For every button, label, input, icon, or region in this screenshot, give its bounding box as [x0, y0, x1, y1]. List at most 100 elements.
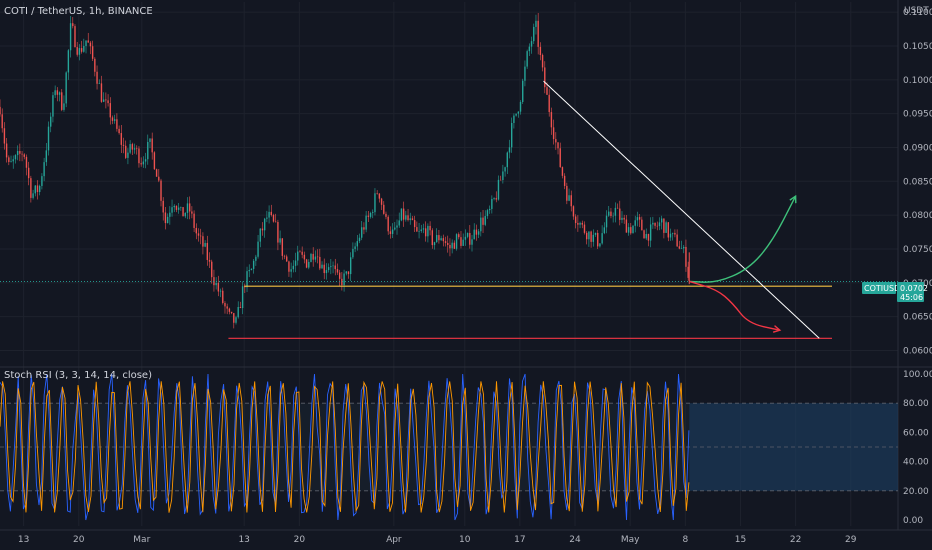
candle-body [590, 231, 592, 242]
candle-body [140, 163, 142, 165]
candle-body [352, 248, 354, 258]
candle-body [407, 215, 409, 221]
bullish-arrow [689, 195, 797, 283]
candle-body [614, 207, 617, 216]
candle-body [129, 144, 131, 153]
candle-body [524, 66, 526, 81]
price-tick-label: 0.0600 [903, 346, 932, 356]
candle-body [676, 234, 678, 247]
candle-body [643, 230, 645, 239]
candle-body [175, 205, 178, 210]
candle-body [634, 220, 636, 226]
price-tick-label: 0.0650 [903, 313, 932, 323]
candles [0, 13, 690, 329]
candle-body [219, 290, 222, 292]
candle-body [164, 212, 167, 224]
time-tick-label: 17 [514, 535, 525, 545]
candle-body [1, 114, 3, 129]
candle-body [458, 234, 460, 238]
candle-body [473, 229, 475, 240]
candle-body [647, 234, 650, 241]
candle-body [444, 241, 447, 243]
candle-body [363, 227, 365, 230]
candle-body [632, 225, 634, 234]
candle-body [416, 227, 418, 232]
time-tick-label: 8 [682, 535, 688, 545]
price-tick-label: 0.0900 [903, 143, 932, 153]
candle-body [552, 127, 555, 140]
candle-body [58, 92, 61, 95]
bearish-arrow [689, 280, 780, 331]
candle-body [54, 90, 56, 96]
candle-body [10, 161, 12, 163]
candle-body [466, 233, 469, 237]
candle-body [422, 228, 425, 230]
time-tick-label: 22 [790, 535, 801, 545]
candle-body [230, 311, 233, 314]
candle-body [85, 40, 87, 46]
candle-body [222, 290, 224, 304]
candle-body [652, 222, 654, 225]
candle-body [544, 67, 546, 88]
candle-body [453, 242, 456, 249]
candle-body [603, 227, 606, 234]
candle-body [563, 175, 566, 186]
candle-body [669, 233, 672, 238]
stoch-rsi-pane [0, 373, 898, 521]
candle-body [594, 232, 597, 235]
price-axis[interactable]: 0.1100 0.1050 0.1000 0.0950 0.0900 0.0850 0.08… [903, 8, 932, 526]
candle-body [641, 219, 643, 231]
candle-body [451, 242, 453, 249]
time-tick-label: Apr [386, 535, 402, 545]
candle-body [674, 232, 676, 235]
candle-body [23, 154, 25, 157]
time-axis[interactable]: 13 20 Mar 13 20 Apr 10 17 24 May 8 15 22 29 [18, 535, 857, 545]
candle-body [72, 23, 74, 27]
candle-body [147, 141, 149, 160]
candle-body [305, 259, 308, 268]
candle-body [502, 171, 504, 181]
candle-body [186, 203, 189, 213]
candle-body [427, 225, 429, 237]
candle-body [343, 273, 345, 286]
candle-body [345, 271, 347, 274]
time-tick-label: Mar [133, 535, 150, 545]
candle-body [546, 87, 548, 95]
candle-body [69, 23, 72, 51]
candle-body [188, 203, 191, 212]
candle-body [365, 215, 367, 230]
candle-body [623, 217, 625, 220]
countdown-label: 45:06 [900, 293, 923, 302]
candle-body [224, 303, 226, 307]
candle-body [47, 126, 50, 151]
candle-body [169, 212, 171, 217]
candle-body [585, 232, 588, 240]
candle-body [433, 242, 436, 246]
stoch-tick-label: 80.00 [903, 399, 929, 409]
candle-body [299, 251, 301, 253]
candle-body [460, 237, 462, 246]
candle-body [166, 216, 169, 224]
candle-body [310, 253, 312, 262]
candle-body [158, 176, 160, 181]
candle-body [180, 207, 182, 208]
candle-body [535, 20, 537, 27]
last-price-label: 0.0702 [900, 284, 928, 293]
candle-body [394, 227, 396, 230]
candle-body [469, 233, 471, 245]
candle-body [537, 20, 539, 47]
candle-body [16, 150, 19, 156]
price-tick-label: 0.0950 [903, 110, 932, 120]
candle-body [522, 80, 524, 102]
candle-body [50, 116, 52, 127]
candle-body [672, 232, 674, 234]
candle-body [98, 83, 100, 84]
candle-body [383, 204, 385, 214]
time-tick-label: May [621, 535, 640, 545]
candle-body [87, 40, 89, 43]
candle-body [78, 48, 81, 55]
candle-body [41, 176, 43, 186]
candle-body [436, 235, 438, 243]
candle-body [656, 225, 658, 227]
candle-body [263, 218, 266, 231]
